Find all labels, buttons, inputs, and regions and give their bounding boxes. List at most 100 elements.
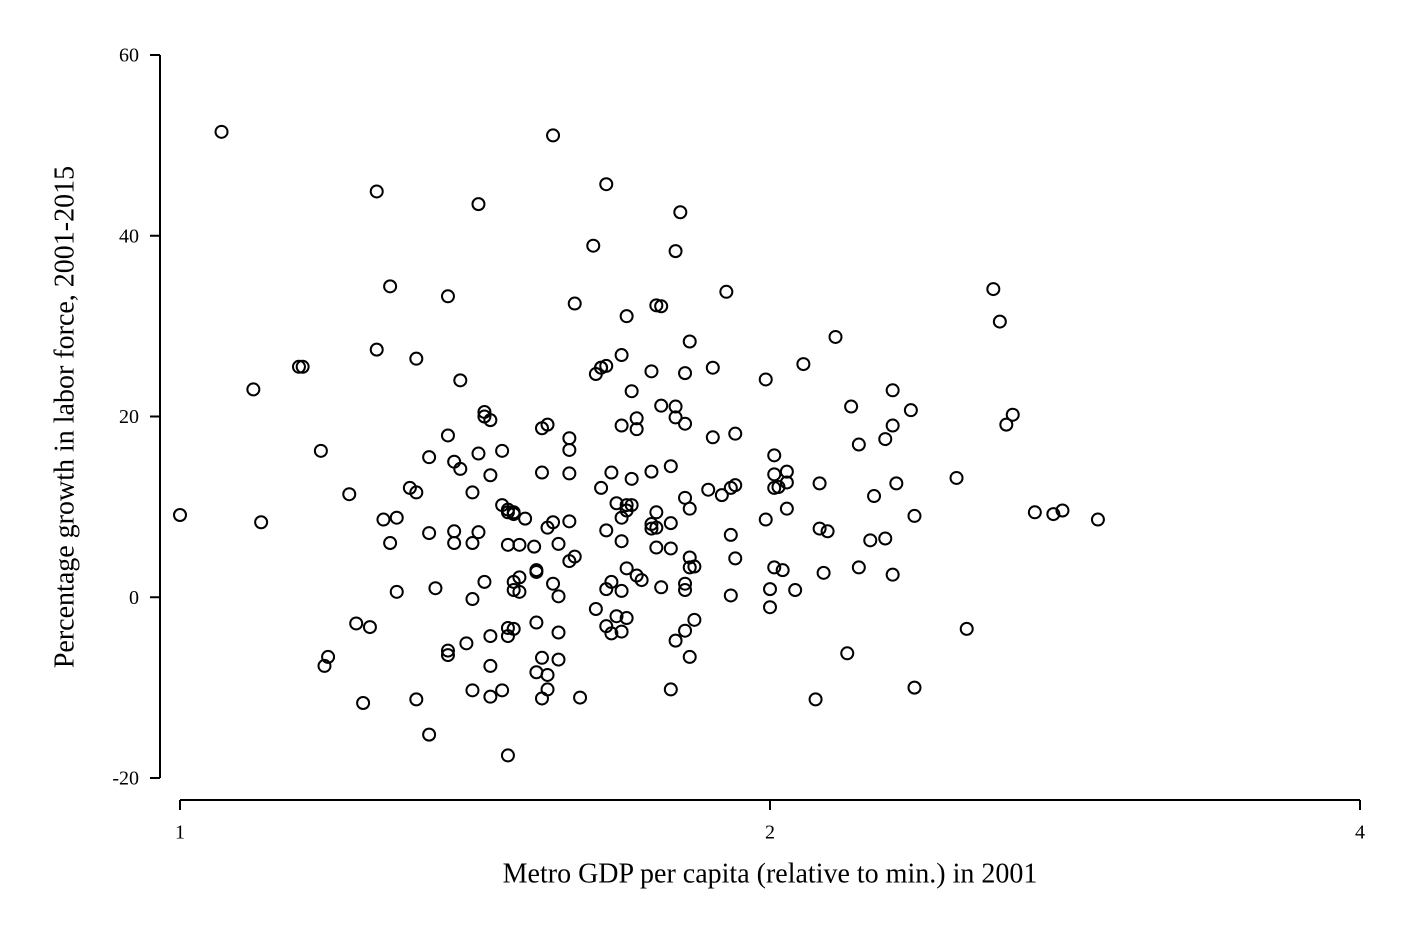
point bbox=[986, 282, 1001, 297]
y-tick-label: 20 bbox=[119, 406, 139, 428]
point bbox=[775, 563, 790, 578]
point bbox=[483, 468, 498, 483]
point bbox=[619, 309, 634, 324]
point bbox=[663, 682, 678, 697]
point bbox=[649, 505, 664, 520]
point bbox=[342, 487, 357, 502]
point bbox=[440, 428, 455, 443]
point bbox=[1027, 505, 1042, 520]
point bbox=[763, 582, 777, 597]
point bbox=[614, 583, 629, 598]
point bbox=[687, 612, 702, 627]
point bbox=[422, 526, 437, 541]
point bbox=[495, 683, 510, 698]
point bbox=[840, 646, 855, 661]
point bbox=[812, 521, 827, 536]
point bbox=[701, 482, 716, 497]
point bbox=[317, 658, 332, 673]
x-tick-label: 4 bbox=[1355, 822, 1365, 844]
point bbox=[471, 446, 486, 461]
point bbox=[362, 620, 377, 635]
point bbox=[465, 592, 480, 607]
point bbox=[663, 516, 678, 531]
point bbox=[551, 589, 566, 604]
point bbox=[673, 205, 688, 220]
point bbox=[356, 695, 371, 710]
point bbox=[705, 360, 720, 375]
point bbox=[546, 515, 561, 530]
point bbox=[728, 551, 743, 566]
point bbox=[1090, 512, 1105, 527]
point bbox=[687, 559, 702, 574]
point bbox=[562, 466, 577, 481]
point bbox=[546, 128, 561, 143]
point bbox=[682, 334, 697, 349]
point bbox=[644, 464, 659, 479]
y-tick-label: -20 bbox=[112, 768, 139, 790]
point bbox=[551, 536, 566, 551]
point bbox=[562, 442, 577, 457]
x-axis-label: Metro GDP per capita (relative to min.) … bbox=[503, 858, 1038, 889]
point bbox=[644, 364, 659, 379]
point bbox=[409, 351, 424, 366]
point bbox=[383, 279, 398, 294]
x-tick-label: 2 bbox=[765, 822, 775, 844]
point bbox=[465, 485, 480, 500]
point bbox=[422, 727, 437, 742]
point bbox=[295, 359, 310, 374]
y-tick-label: 40 bbox=[119, 225, 139, 247]
point bbox=[668, 633, 683, 648]
point bbox=[614, 348, 629, 363]
point bbox=[588, 601, 603, 616]
point bbox=[567, 296, 582, 311]
point bbox=[844, 399, 859, 414]
point bbox=[540, 417, 555, 432]
point bbox=[609, 496, 624, 511]
point bbox=[624, 498, 639, 513]
point bbox=[614, 418, 629, 433]
point bbox=[682, 649, 697, 664]
point bbox=[663, 541, 678, 556]
point bbox=[500, 748, 515, 763]
point bbox=[465, 536, 480, 551]
point bbox=[816, 565, 831, 580]
point bbox=[614, 624, 629, 639]
point bbox=[534, 465, 549, 480]
point bbox=[291, 359, 306, 374]
point bbox=[763, 600, 777, 615]
point bbox=[767, 467, 782, 482]
point bbox=[629, 422, 644, 437]
point bbox=[714, 488, 729, 503]
point bbox=[506, 507, 521, 522]
point bbox=[483, 629, 498, 644]
point bbox=[506, 583, 521, 598]
point bbox=[903, 403, 918, 418]
point bbox=[614, 534, 629, 549]
point bbox=[649, 520, 664, 535]
point bbox=[654, 580, 669, 595]
point bbox=[529, 665, 544, 680]
point bbox=[808, 692, 823, 707]
point bbox=[465, 683, 480, 698]
point bbox=[609, 609, 624, 624]
point bbox=[409, 692, 424, 707]
point bbox=[767, 560, 782, 575]
point bbox=[644, 521, 659, 536]
point bbox=[471, 197, 486, 212]
point bbox=[959, 621, 974, 636]
point bbox=[820, 524, 835, 539]
point bbox=[447, 524, 462, 539]
point bbox=[389, 510, 404, 525]
point bbox=[246, 382, 261, 397]
point bbox=[594, 480, 609, 495]
point bbox=[619, 561, 634, 576]
y-axis-label: Percentage growth in labor force, 2001-2… bbox=[49, 166, 80, 668]
point bbox=[512, 537, 527, 552]
point bbox=[851, 560, 866, 575]
point bbox=[422, 450, 437, 465]
point bbox=[629, 411, 644, 426]
point bbox=[779, 501, 794, 516]
point bbox=[1046, 507, 1061, 522]
point bbox=[459, 636, 474, 651]
point bbox=[562, 514, 577, 529]
